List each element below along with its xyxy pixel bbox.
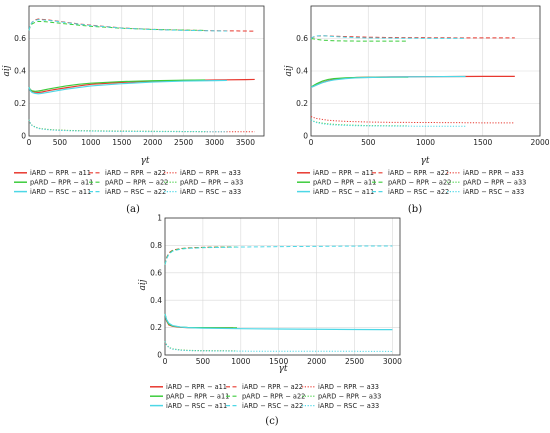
y-axis-label: aij <box>138 279 148 290</box>
legend-entry: iARD − RSC − a11 <box>30 188 91 196</box>
x-tick-label: 2500 <box>345 357 364 366</box>
x-tick-label: 0 <box>309 138 314 147</box>
x-tick-label: 500 <box>361 138 376 147</box>
x-tick-label: 1000 <box>416 138 435 147</box>
panel-label: (c) <box>265 416 279 427</box>
y-axis-label: aij <box>284 65 294 76</box>
series-line <box>28 79 227 95</box>
series-line <box>164 245 393 265</box>
x-tick-label: 1500 <box>112 138 131 147</box>
x-tick-label: 500 <box>196 357 211 366</box>
legend-entry: iARD − RPR − a33 <box>180 169 241 177</box>
plot-frame <box>164 217 401 356</box>
plot-frame <box>28 5 265 137</box>
y-tick-label: 0.4 <box>150 296 162 305</box>
x-axis-label: γt <box>421 156 430 166</box>
chart-panel-1: 0 0.2 0.4 0.6 0 500 1000 1500 2000 γt aij iARD − RP… <box>284 5 550 215</box>
legend-entry: iARD − RPR − a22 <box>105 169 166 177</box>
legend-entry: pARD − RPR − a33 <box>318 392 381 400</box>
panel-label: (b) <box>408 204 422 215</box>
x-tick-label: 2000 <box>307 357 326 366</box>
legend-entry: iARD − RSC − a33 <box>318 402 379 410</box>
series-line <box>310 38 409 42</box>
series-line <box>28 119 206 132</box>
x-tick-label: 2000 <box>143 138 162 147</box>
x-tick-label: 2500 <box>174 138 193 147</box>
series-line <box>28 119 227 133</box>
series-line <box>28 119 255 133</box>
chart-panel-2: 0 0.2 0.4 0.6 0.8 1 0 500 1000 1500 2000 2500 3000 γt… <box>138 214 402 427</box>
legend-entry: iARD − RSC − a22 <box>105 188 166 196</box>
series-line <box>310 119 409 127</box>
series-line <box>310 75 466 88</box>
legend-entry: pARD − RPR − a11 <box>313 178 376 186</box>
y-tick-label: 0.4 <box>14 67 26 76</box>
x-axis-label: γt <box>279 364 288 374</box>
y-tick-label: 0.8 <box>150 241 162 250</box>
legend-entry: iARD − RPR − a22 <box>388 169 449 177</box>
legend-entry: iARD − RSC − a11 <box>166 402 227 410</box>
x-tick-label: 0 <box>163 357 168 366</box>
series-line <box>310 116 515 124</box>
chart-panel-0: 0 0.2 0.4 0.6 0 500 1000 1500 2000 2500 3000 3500 γt… <box>2 5 265 215</box>
legend-entry: pARD − RPR − a22 <box>242 392 305 400</box>
legend-entry: iARD − RSC − a33 <box>463 188 524 196</box>
x-tick-label: 1500 <box>269 357 288 366</box>
series-line <box>310 35 515 39</box>
legend-entry: iARD − RPR − a22 <box>242 383 303 391</box>
x-tick-label: 0 <box>27 138 32 147</box>
legend-entry: pARD − RPR − a22 <box>388 178 451 186</box>
x-tick-label: 1000 <box>231 357 250 366</box>
y-tick-label: 1 <box>157 214 162 223</box>
y-tick-label: 0 <box>303 132 308 141</box>
y-axis-label: aij <box>2 65 12 76</box>
legend-entry: iARD − RPR − a11 <box>30 169 91 177</box>
series-line <box>28 19 227 32</box>
legend-entry: pARD − RPR − a33 <box>180 178 243 186</box>
series-line <box>164 341 393 352</box>
x-tick-label: 3000 <box>205 138 224 147</box>
x-tick-label: 2000 <box>530 138 549 147</box>
x-tick-label: 500 <box>53 138 68 147</box>
y-tick-label: 0.2 <box>296 99 308 108</box>
series-line <box>164 246 238 265</box>
legend-entry: iARD − RSC − a33 <box>180 188 241 196</box>
y-tick-label: 0 <box>157 351 162 360</box>
series-line <box>310 119 466 127</box>
legend-entry: pARD − RPR − a22 <box>105 178 168 186</box>
legend-entry: pARD − RPR − a11 <box>30 178 93 186</box>
x-tick-label: 1500 <box>473 138 492 147</box>
y-tick-label: 0.2 <box>14 99 26 108</box>
y-tick-label: 0.6 <box>296 34 308 43</box>
x-axis-label: γt <box>141 156 150 166</box>
legend-entry: pARD − RPR − a33 <box>463 178 526 186</box>
plot-frame <box>310 5 541 137</box>
legend-entry: iARD − RSC − a11 <box>313 188 374 196</box>
y-tick-label: 0.2 <box>150 323 162 332</box>
x-tick-label: 3000 <box>383 357 402 366</box>
series-line <box>28 79 206 92</box>
legend-entry: iARD − RPR − a33 <box>318 383 379 391</box>
y-tick-label: 0 <box>21 132 26 141</box>
series-line <box>28 20 206 31</box>
panel-label: (a) <box>126 204 140 215</box>
legend-entry: pARD − RPR − a11 <box>166 392 229 400</box>
legend-entry: iARD − RPR − a11 <box>166 383 227 391</box>
y-tick-label: 0.4 <box>296 67 308 76</box>
x-tick-label: 1000 <box>81 138 100 147</box>
legend-entry: iARD − RPR − a33 <box>463 169 524 177</box>
y-tick-label: 0.6 <box>150 268 162 277</box>
series-line <box>310 35 466 39</box>
legend-entry: iARD − RPR − a11 <box>313 169 374 177</box>
y-tick-label: 0.6 <box>14 34 26 43</box>
legend-entry: iARD − RSC − a22 <box>388 188 449 196</box>
series-line <box>164 246 234 265</box>
x-tick-label: 3500 <box>236 138 255 147</box>
legend-entry: iARD − RSC − a22 <box>242 402 303 410</box>
series-line <box>164 313 393 331</box>
